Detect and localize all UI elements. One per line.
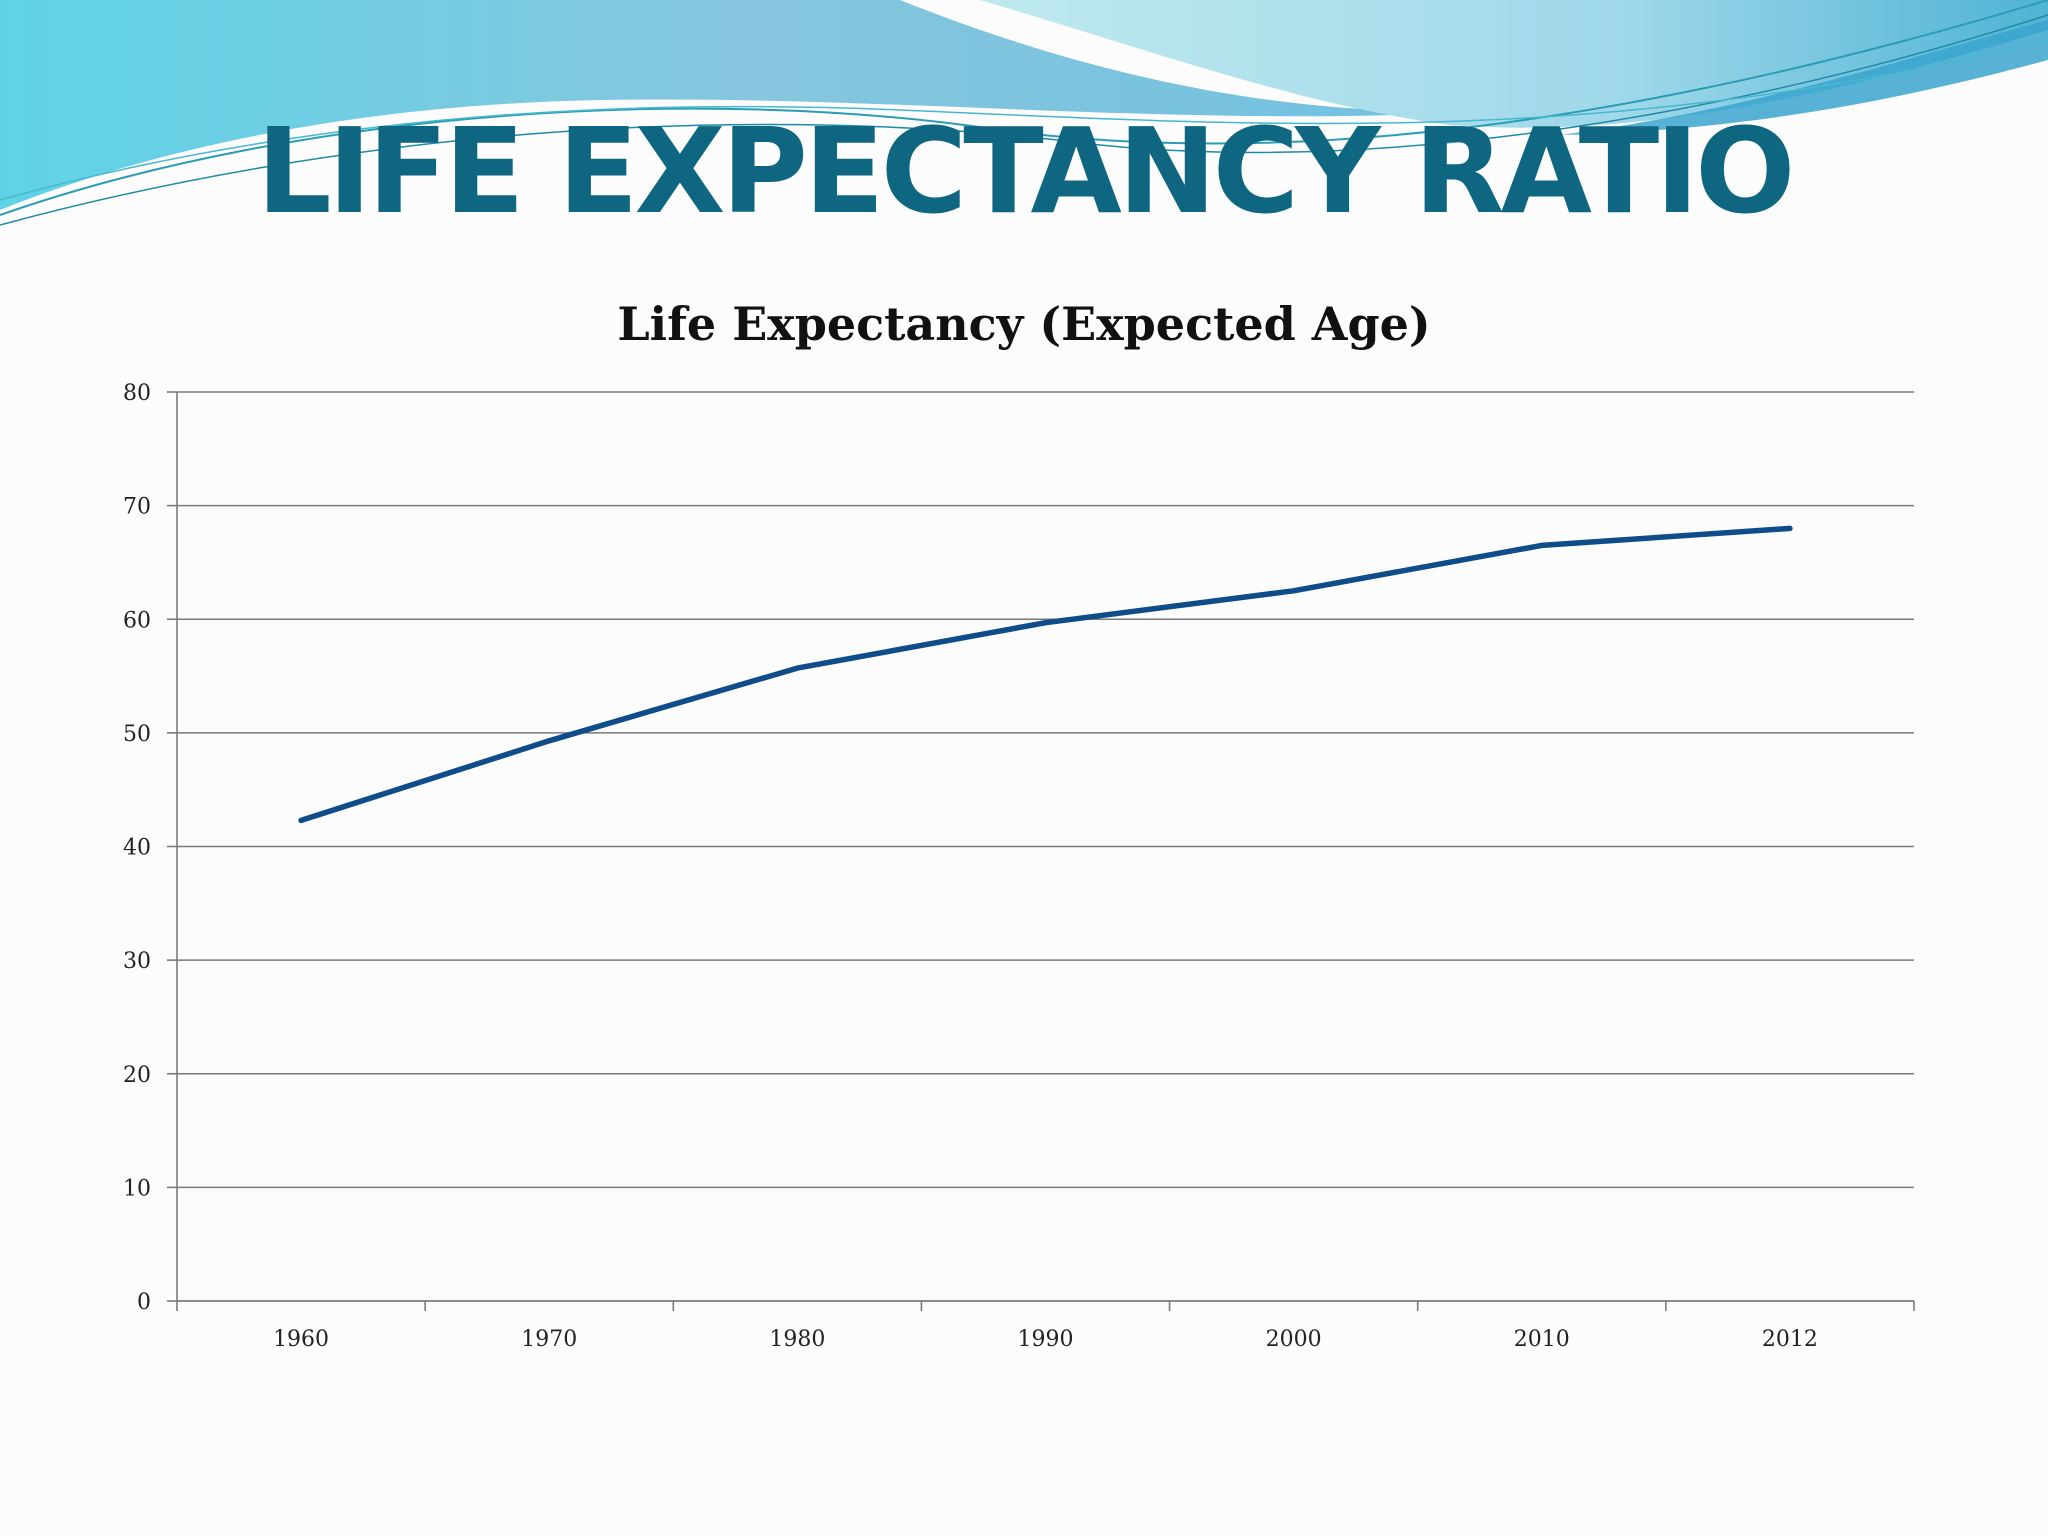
x-tick-labels: 1960 1970 1980 1990 2000 2010 2012 (273, 1327, 1818, 1352)
data-point-1980 (794, 665, 800, 671)
chart-title: Life Expectancy (Expected Age) (617, 297, 1430, 351)
header-wave-decoration (0, 0, 2048, 226)
data-point-1990 (1043, 620, 1048, 626)
data-point-1960 (298, 817, 304, 823)
series-line-0 (298, 525, 1793, 824)
y-tick-label-0: 0 (137, 1290, 151, 1315)
series-group (298, 525, 1793, 824)
axes (176, 392, 1915, 1311)
y-tick-label-30: 30 (123, 949, 151, 974)
x-tick-label-2010: 2010 (1514, 1327, 1570, 1352)
data-point-1970 (546, 738, 552, 744)
wave-stripe (1560, 20, 2048, 135)
slide-title: LIFE EXPECTANCY RATIO (256, 102, 1796, 240)
wave-band-left (0, 0, 1500, 210)
y-tick-label-20: 20 (123, 1063, 151, 1088)
x-tick-label-1960: 1960 (273, 1327, 329, 1352)
x-tick-label-2012: 2012 (1762, 1327, 1818, 1352)
x-tick-label-1990: 1990 (1018, 1327, 1074, 1352)
x-tick-label-2000: 2000 (1266, 1327, 1322, 1352)
data-point-2012 (1787, 525, 1793, 531)
data-point-2000 (1291, 588, 1297, 594)
x-tick-label-1980: 1980 (769, 1327, 825, 1352)
x-tick-label-1970: 1970 (521, 1327, 577, 1352)
y-tick-label-40: 40 (123, 836, 151, 861)
y-tick-label-70: 70 (123, 495, 151, 520)
wave-line-1 (0, 0, 2048, 216)
y-tick-label-80: 80 (123, 381, 151, 406)
y-tick-label-10: 10 (123, 1176, 151, 1201)
y-tick-label-50: 50 (123, 722, 151, 747)
y-tick-label-60: 60 (123, 608, 151, 633)
data-point-2010 (1539, 542, 1545, 548)
gridlines (167, 391, 1914, 1302)
y-tick-labels: 0 10 20 30 40 50 60 70 80 (123, 381, 151, 1315)
wave-line-3 (0, 39, 2048, 201)
